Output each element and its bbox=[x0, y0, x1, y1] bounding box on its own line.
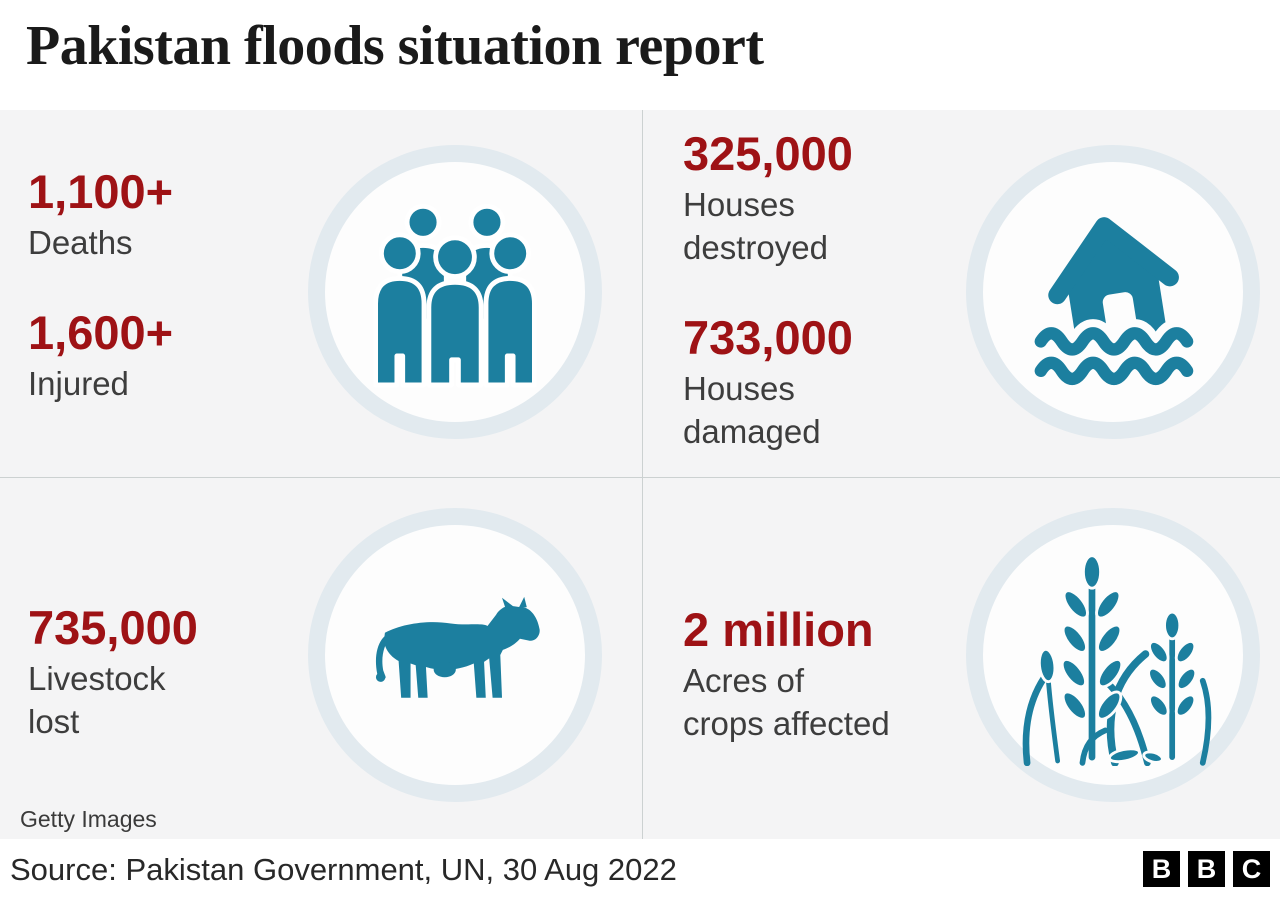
crops-label: Acres of crops affected bbox=[683, 662, 890, 743]
livestock-value: 735,000 bbox=[28, 601, 198, 654]
crops-icon bbox=[1022, 554, 1212, 766]
houses-damaged-value: 733,000 bbox=[683, 310, 853, 364]
deaths-value: 1,100+ bbox=[28, 165, 174, 218]
livestock-icon-circle bbox=[308, 508, 602, 802]
source-text: Source: Pakistan Government, UN, 30 Aug … bbox=[10, 851, 677, 887]
crops-icon-circle bbox=[966, 508, 1260, 802]
bbc-logo: B B C bbox=[1143, 851, 1270, 887]
housing-stats: 325,000 Houses destroyed 733,000 Houses … bbox=[683, 124, 853, 492]
casualties-stats: 1,100+ Deaths 1,600+ Injured bbox=[28, 162, 173, 444]
livestock-stats: 735,000 Livestock lost bbox=[28, 598, 198, 782]
cow-icon bbox=[375, 596, 540, 698]
bbc-logo-block-c: C bbox=[1233, 851, 1270, 887]
houses-destroyed-label: Houses destroyed bbox=[683, 186, 828, 267]
bbc-logo-block-b2: B bbox=[1188, 851, 1225, 887]
housing-icon-circle bbox=[966, 145, 1260, 439]
panel-livestock: 735,000 Livestock lost Getty Imag bbox=[0, 478, 643, 839]
header: Pakistan floods situation report bbox=[0, 0, 1280, 110]
crops-value: 2 million bbox=[683, 603, 874, 656]
panel-casualties: 1,100+ Deaths 1,600+ Injured bbox=[0, 110, 643, 478]
bbc-logo-block-b1: B bbox=[1143, 851, 1180, 887]
image-credit: Getty Images bbox=[20, 806, 157, 832]
livestock-label: Livestock lost bbox=[28, 660, 166, 741]
houses-destroyed-value: 325,000 bbox=[683, 127, 853, 180]
panel-housing: 325,000 Houses destroyed 733,000 Houses … bbox=[643, 110, 1280, 478]
people-icon bbox=[373, 203, 537, 388]
stat-panels: 1,100+ Deaths 1,600+ Injured bbox=[0, 110, 1280, 839]
casualties-icon-circle bbox=[308, 145, 602, 439]
houses-damaged-label: Houses damaged bbox=[683, 370, 821, 450]
injured-value: 1,600+ bbox=[28, 306, 174, 360]
panel-crops: 2 million Acres of crops affected bbox=[643, 478, 1280, 839]
flooded-house-icon bbox=[1026, 217, 1202, 390]
deaths-label: Deaths bbox=[28, 224, 133, 262]
footer: Source: Pakistan Government, UN, 30 Aug … bbox=[0, 839, 1280, 900]
page-title: Pakistan floods situation report bbox=[26, 15, 764, 77]
crops-stats: 2 million Acres of crops affected bbox=[683, 600, 890, 784]
injured-label: Injured bbox=[28, 365, 129, 403]
